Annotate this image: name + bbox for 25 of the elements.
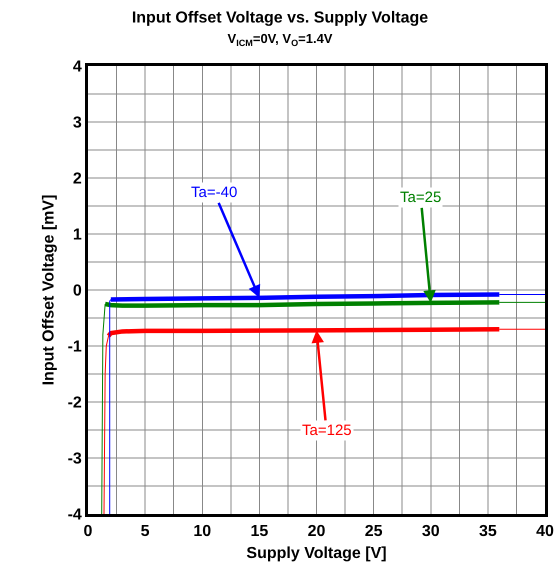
y-tick-label: 2 (72, 170, 82, 188)
x-tick-label: 0 (84, 523, 93, 540)
y-tick-label: 3 (72, 114, 82, 132)
y-tick-label: -1 (68, 338, 82, 356)
y-tick-label: 0 (72, 282, 82, 300)
y-axis-title: Input Offset Voltage [mV] (40, 194, 58, 386)
x-tick-label: 35 (478, 523, 497, 540)
x-tick-label: 10 (193, 523, 212, 540)
y-tick-label: 1 (72, 226, 82, 244)
y-tick-label: -4 (68, 506, 82, 524)
text: Ta=-40 (191, 184, 238, 201)
y-tick-label: 4 (72, 58, 82, 76)
chart-subtitle: V$_{ICM}$=0V, V$_{O}$=1.4V (228, 31, 333, 48)
y-tick-label: -3 (68, 450, 82, 468)
x-tick-label: 40 (536, 523, 554, 540)
x-tick-label: 25 (364, 523, 383, 540)
text: Ta=25 (400, 189, 442, 206)
x-tick-label: 30 (422, 523, 440, 540)
x-tick-label: 20 (308, 523, 326, 540)
text: Ta=125 (302, 422, 352, 439)
y-tick-label: -2 (68, 394, 82, 412)
x-tick-label: 15 (250, 523, 268, 540)
x-tick-label: 5 (140, 523, 150, 540)
x-axis-title: Supply Voltage [V] (246, 544, 387, 562)
chart-title: Input Offset Voltage vs. Supply Voltage (132, 9, 428, 26)
